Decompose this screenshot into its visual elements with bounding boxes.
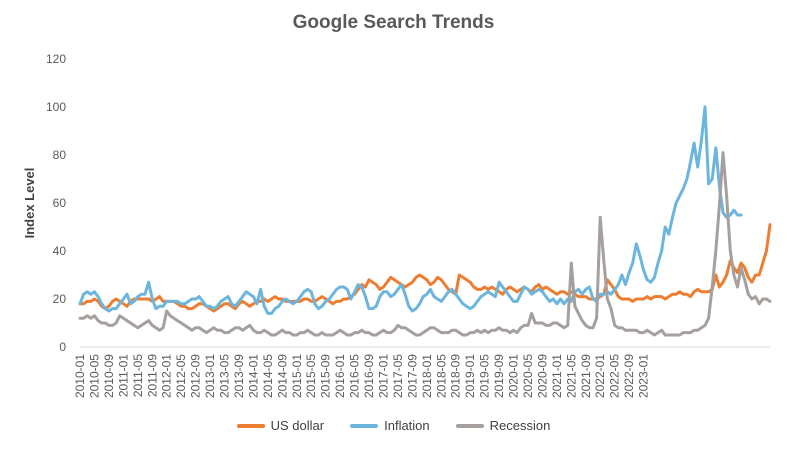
x-tick-label: 2017-09	[405, 354, 419, 398]
x-tick-label: 2016-05	[348, 354, 362, 398]
x-tick-label: 2016-01	[333, 354, 347, 398]
x-tick-label: 2010-09	[102, 354, 116, 398]
y-tick-label: 60	[53, 196, 67, 210]
legend-label-us-dollar: US dollar	[270, 418, 325, 433]
x-tick-label: 2019-09	[492, 354, 506, 398]
x-tick-label: 2021-05	[564, 354, 578, 398]
x-tick-label: 2022-01	[593, 354, 607, 398]
x-tick-label: 2017-01	[376, 354, 390, 398]
x-tick-label: 2010-05	[87, 354, 101, 398]
y-tick-label: 120	[46, 52, 66, 66]
y-tick-label: 100	[46, 100, 66, 114]
x-tick-label: 2023-01	[637, 354, 651, 398]
x-tick-label: 2014-01	[246, 354, 260, 398]
chart-legend: US dollar Inflation Recession	[0, 418, 787, 433]
x-tick-label: 2020-09	[535, 354, 549, 398]
x-tick-label: 2014-05	[261, 354, 275, 398]
legend-label-recession: Recession	[489, 418, 551, 433]
x-tick-label: 2018-09	[449, 354, 463, 398]
x-tick-label: 2010-01	[73, 354, 87, 398]
chart-title: Google Search Trends	[292, 12, 495, 33]
x-tick-label: 2021-09	[579, 354, 593, 398]
x-tick-label: 2012-01	[160, 354, 174, 398]
series-line-us-dollar	[78, 223, 772, 313]
legend-item-recession: Recession	[455, 418, 551, 433]
x-tick-label: 2014-09	[275, 354, 289, 398]
legend-label-inflation: Inflation	[384, 418, 430, 433]
legend-swatch-inflation	[350, 423, 379, 428]
legend-item-us-dollar: US dollar	[236, 418, 325, 433]
x-tick-label: 2011-09	[145, 354, 159, 397]
legend-item-inflation: Inflation	[350, 418, 430, 433]
x-tick-label: 2019-01	[463, 354, 477, 398]
y-axis-tick-labels: 0 20 40 60 80 100 120	[46, 52, 66, 354]
x-tick-label: 2018-01	[420, 354, 434, 398]
series-lines	[78, 105, 772, 337]
x-tick-label: 2015-09	[319, 354, 333, 398]
series-line-recession	[78, 151, 772, 337]
x-tick-label: 2017-05	[391, 354, 405, 398]
x-tick-label: 2021-01	[550, 354, 564, 398]
x-axis-tick-labels: 2010-01 2010-05 2010-09 2011-01 2011-05 2011-…	[73, 354, 651, 398]
x-tick-label: 2020-05	[521, 354, 535, 398]
series-line-inflation	[78, 105, 743, 315]
x-tick-label: 2012-05	[174, 354, 188, 398]
legend-swatch-us-dollar	[236, 423, 265, 428]
x-tick-label: 2011-01	[116, 354, 130, 397]
x-tick-label: 2015-05	[304, 354, 318, 398]
x-tick-label: 2019-05	[478, 354, 492, 398]
x-tick-label: 2015-01	[290, 354, 304, 398]
x-tick-label: 2022-05	[608, 354, 622, 398]
x-tick-label: 2011-05	[131, 354, 145, 397]
x-tick-label: 2013-09	[232, 354, 246, 398]
x-tick-label: 2012-09	[189, 354, 203, 398]
x-tick-label: 2018-05	[434, 354, 448, 398]
x-tick-label: 2016-09	[362, 354, 376, 398]
x-tick-label: 2020-01	[507, 354, 521, 398]
legend-swatch-recession	[455, 423, 484, 428]
y-tick-label: 20	[53, 292, 67, 306]
y-tick-label: 0	[59, 340, 66, 354]
y-axis-title: Index Level	[22, 168, 37, 239]
y-tick-label: 80	[53, 148, 67, 162]
x-tick-label: 2022-09	[622, 354, 636, 398]
y-tick-label: 40	[53, 244, 67, 258]
x-tick-label: 2013-01	[203, 354, 217, 398]
x-tick-label: 2013-05	[218, 354, 232, 398]
